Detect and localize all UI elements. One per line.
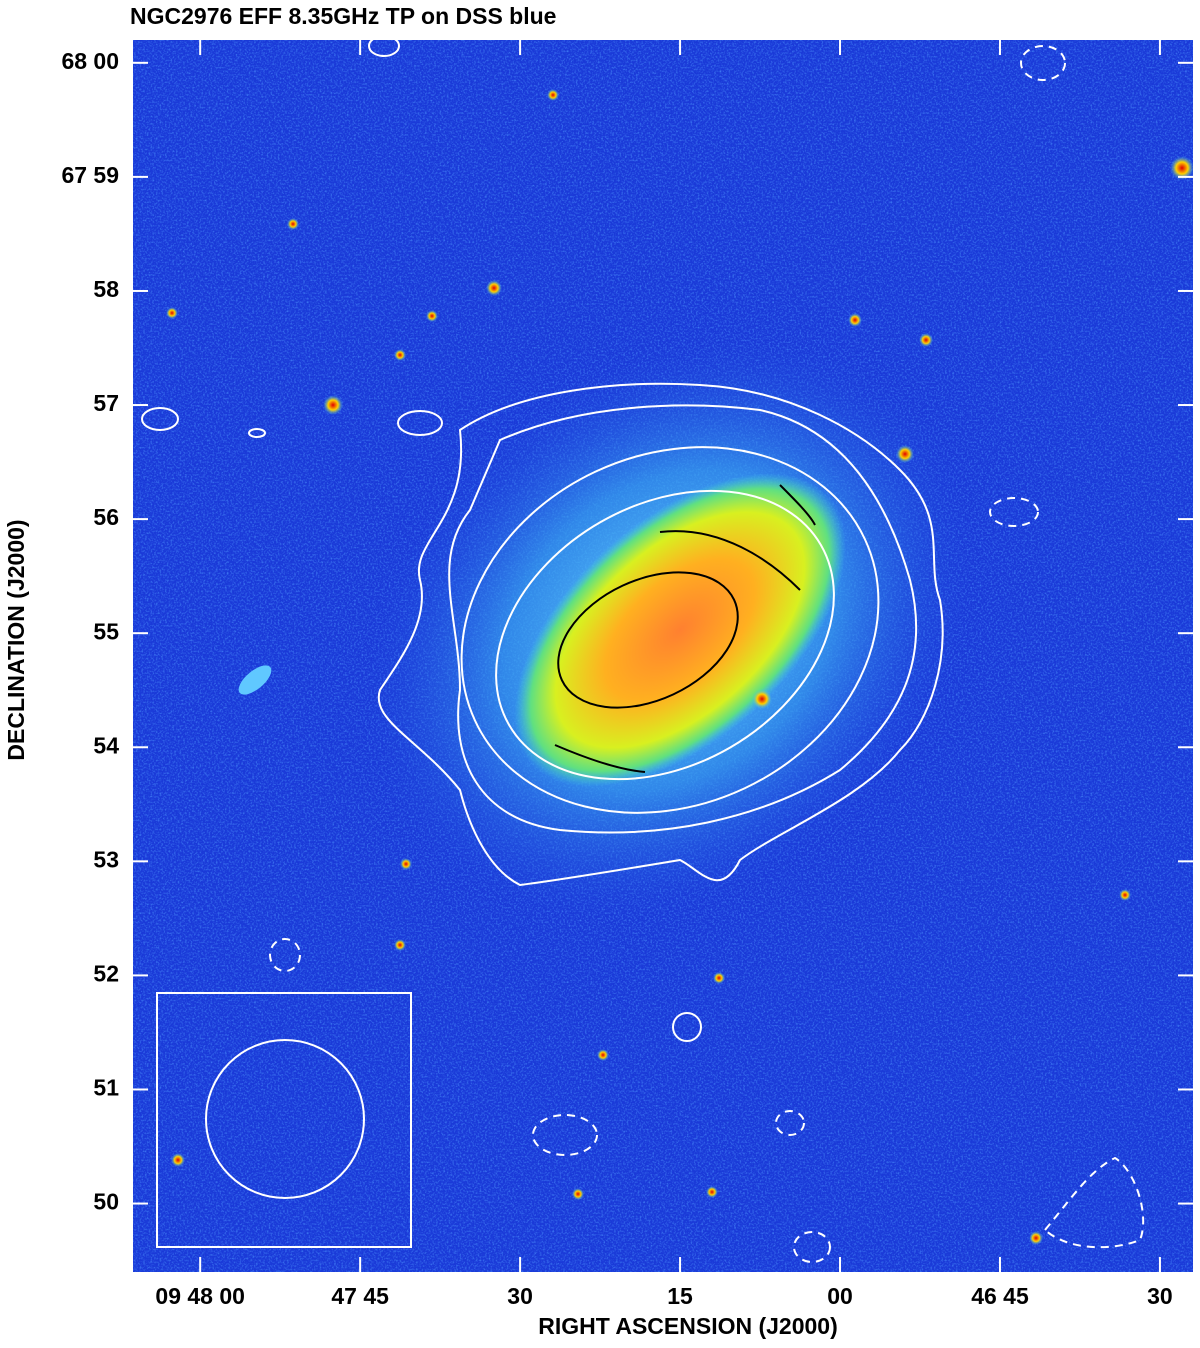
y-tick-label: 53 — [93, 846, 119, 872]
y-tick-label: 57 — [93, 390, 119, 416]
x-axis-label: RIGHT ASCENSION (J2000) — [538, 1313, 838, 1339]
x-tick-label: 00 — [827, 1283, 853, 1309]
y-tick-label: 50 — [93, 1189, 119, 1215]
chart-title: NGC2976 EFF 8.35GHz TP on DSS blue — [130, 3, 556, 29]
y-tick-label: 51 — [93, 1075, 119, 1101]
y-tick-label: 54 — [93, 732, 119, 758]
image — [133, 40, 1193, 1272]
y-tick-label: 67 59 — [61, 162, 119, 188]
x-tick-label: 47 45 — [331, 1283, 389, 1309]
y-tick-label: 55 — [93, 618, 119, 644]
x-tick-label: 15 — [667, 1283, 693, 1309]
y-axis-label: DECLINATION (J2000) — [3, 519, 29, 760]
y-tick-label: 68 00 — [61, 48, 119, 74]
x-tick-label: 09 48 00 — [155, 1283, 245, 1309]
x-tick-label: 30 — [1147, 1283, 1173, 1309]
y-tick-label: 56 — [93, 504, 119, 530]
x-tick-label: 30 — [507, 1283, 533, 1309]
y-tick-label: 52 — [93, 960, 119, 986]
y-tick-label: 58 — [93, 276, 119, 302]
x-tick-label: 46 45 — [971, 1283, 1029, 1309]
